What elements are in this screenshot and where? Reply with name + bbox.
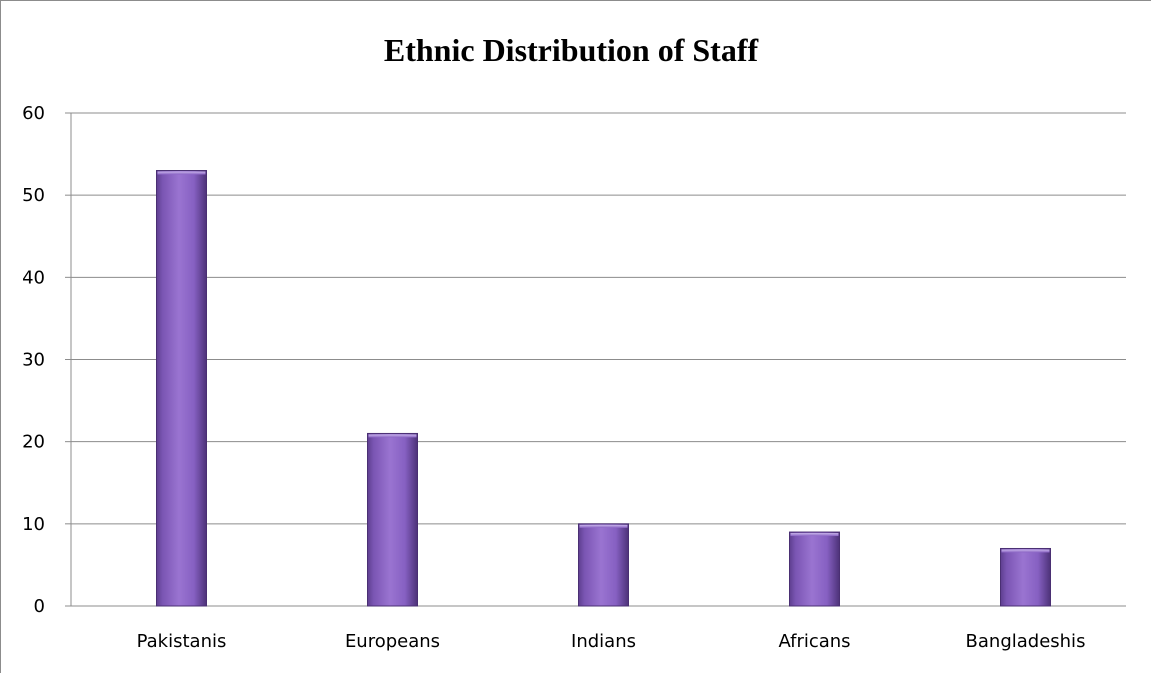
y-tick-label: 20 xyxy=(22,432,45,453)
x-tick-label: Africans xyxy=(778,631,850,652)
y-tick-label: 0 xyxy=(34,596,45,617)
y-tick-label: 50 xyxy=(22,185,45,206)
y-tick-label: 30 xyxy=(22,350,45,371)
x-tick-label: Europeans xyxy=(345,631,440,652)
bars xyxy=(156,170,1051,607)
bar xyxy=(789,531,840,607)
x-tick-label: Bangladeshis xyxy=(966,631,1086,652)
bar xyxy=(578,523,629,607)
bar-indians xyxy=(578,523,629,607)
x-tick-label: Pakistanis xyxy=(137,631,227,652)
bar-highlight xyxy=(368,434,417,438)
bar xyxy=(156,170,207,607)
gridlines xyxy=(71,112,1126,525)
bar xyxy=(1000,547,1051,607)
bar-pakistanis xyxy=(156,170,207,607)
x-tick-labels: Pakistanis Europeans Indians Africans Bangla… xyxy=(137,631,1086,652)
bar-highlight xyxy=(579,524,628,528)
bar-bangladeshis xyxy=(1000,547,1051,607)
bar xyxy=(367,432,418,607)
bar-highlight xyxy=(790,533,839,537)
x-tick-label: Indians xyxy=(571,631,636,652)
y-tick-label: 10 xyxy=(22,514,45,535)
chart-title: Ethnic Distribution of Staff xyxy=(384,32,759,68)
y-tick-label: 40 xyxy=(22,267,45,288)
bar-highlight xyxy=(157,171,206,175)
bar-africans xyxy=(789,531,840,607)
bar-europeans xyxy=(367,432,418,607)
bar-highlight xyxy=(1001,549,1050,553)
y-tick-label: 60 xyxy=(22,103,45,124)
y-tick-labels: 0 10 20 30 40 50 60 xyxy=(22,103,45,617)
